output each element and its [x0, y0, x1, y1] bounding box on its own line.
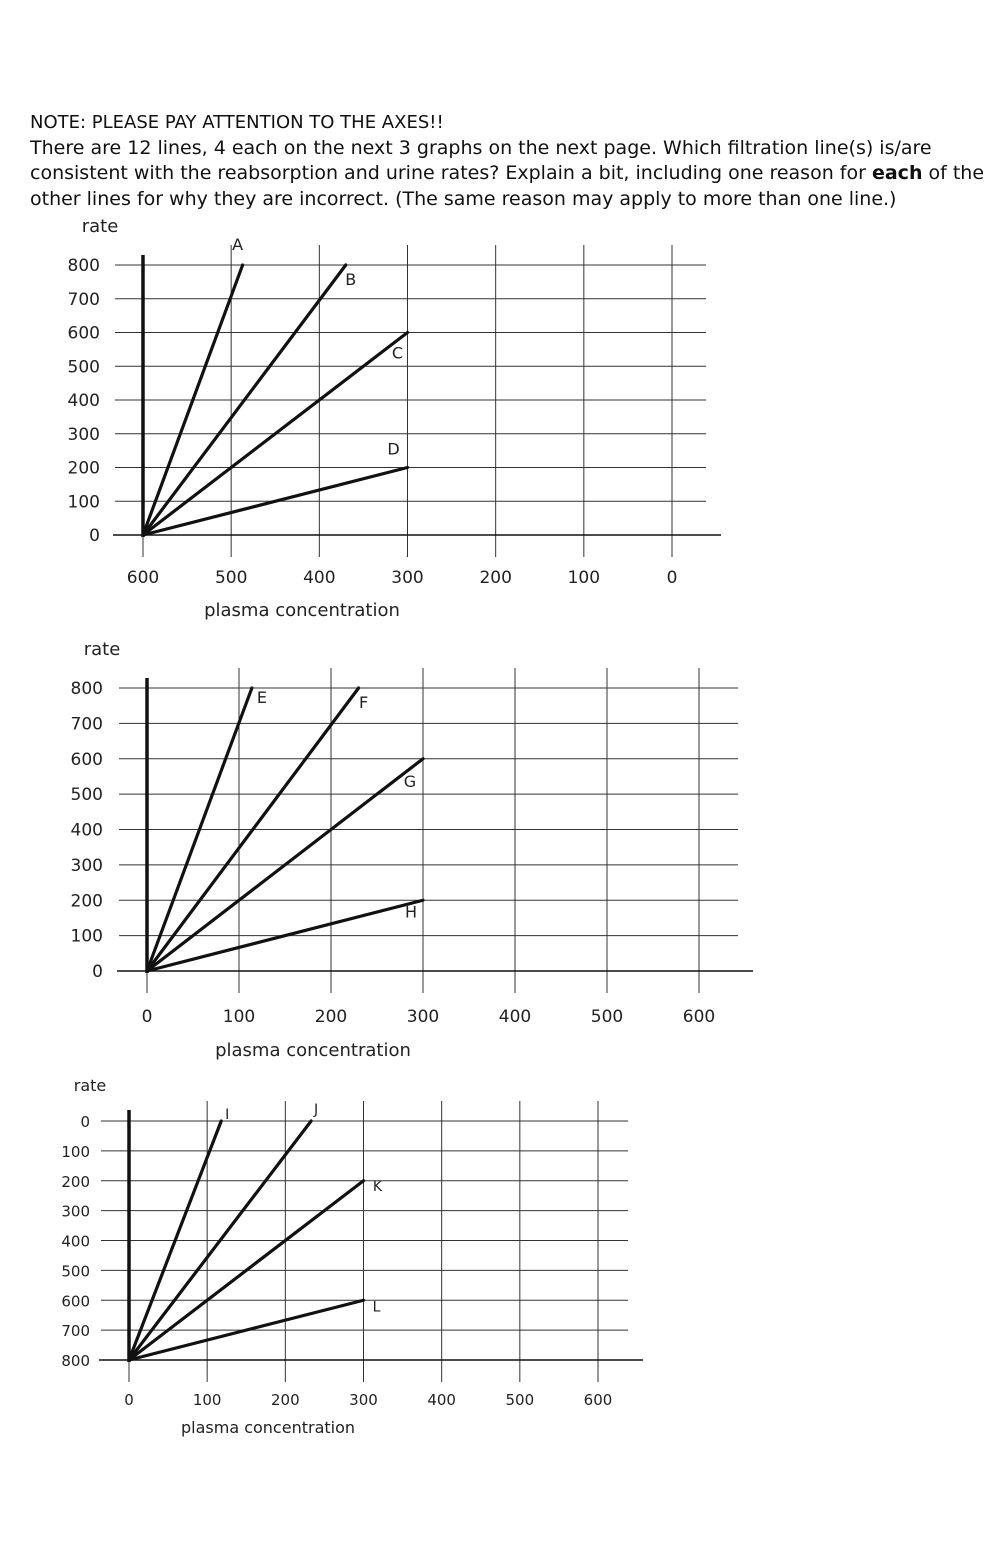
y-tick-label: 400: [68, 391, 100, 411]
x-tick-label: 0: [667, 568, 678, 588]
series-line-i: [127, 1119, 223, 1362]
y-tick-label: 500: [71, 785, 103, 805]
series-line-k: [127, 1179, 366, 1362]
y-tick-label: 300: [68, 425, 100, 445]
y-tick-label: 200: [68, 459, 100, 479]
y-tick-label: 0: [92, 962, 103, 982]
series-label-a: A: [232, 235, 243, 254]
y-tick-label: 600: [71, 750, 103, 770]
y-tick-label: 0: [80, 1113, 90, 1131]
y-tick-label: 100: [61, 1143, 90, 1161]
y-tick-label: 0: [89, 526, 100, 546]
series-label-h: H: [405, 902, 417, 921]
series-line-d: [141, 465, 410, 537]
x-tick-label: 200: [315, 1007, 347, 1027]
x-tick-label: 600: [584, 1391, 613, 1409]
x-tick-label: 500: [506, 1391, 535, 1409]
x-tick-label: 0: [124, 1391, 134, 1409]
series-line-j: [127, 1119, 313, 1362]
x-axis-label: plasma concentration: [215, 1040, 411, 1061]
y-tick-label: 200: [61, 1173, 90, 1191]
instructions: NOTE: PLEASE PAY ATTENTION TO THE AXES!!…: [30, 110, 995, 212]
x-tick-label: 300: [391, 568, 423, 588]
x-axis-label: plasma concentration: [204, 600, 400, 621]
y-tick-label: 300: [61, 1203, 90, 1221]
series-label-j: J: [313, 1102, 318, 1118]
series-line-b: [141, 263, 348, 537]
question-text-start: There are 12 lines, 4 each on the next 3…: [30, 136, 932, 185]
x-tick-label: 400: [499, 1007, 531, 1027]
y-tick-label: 100: [68, 492, 100, 512]
series-line-l: [127, 1298, 366, 1362]
series-line-e: [145, 686, 254, 973]
y-tick-label: 300: [71, 856, 103, 876]
question-text-end: of the other lines for why they are inco…: [30, 162, 985, 210]
x-tick-label: 200: [271, 1391, 300, 1409]
x-tick-label: 100: [568, 568, 600, 588]
x-tick-label: 100: [223, 1007, 255, 1027]
y-axis-label: rate: [82, 216, 119, 237]
y-tick-label: 200: [71, 891, 103, 911]
y-axis-label: rate: [84, 639, 121, 660]
x-tick-label: 600: [683, 1007, 715, 1027]
x-tick-label: 500: [215, 568, 247, 588]
x-tick-label: 200: [479, 568, 511, 588]
x-tick-label: 500: [591, 1007, 623, 1027]
x-tick-label: 400: [303, 568, 335, 588]
series-line-a: [141, 263, 245, 537]
y-tick-label: 800: [71, 679, 103, 699]
y-tick-label: 400: [61, 1233, 90, 1251]
y-tick-label: 800: [61, 1352, 90, 1370]
series-line-f: [145, 686, 361, 973]
y-tick-label: 700: [61, 1322, 90, 1340]
x-tick-label: 0: [142, 1007, 153, 1027]
series-label-e: E: [257, 688, 267, 707]
series-label-c: C: [392, 344, 403, 363]
x-tick-label: 300: [349, 1391, 378, 1409]
x-tick-label: 300: [407, 1007, 439, 1027]
note-heading: NOTE: PLEASE PAY ATTENTION TO THE AXES!!: [30, 112, 444, 133]
series-label-l: L: [373, 1299, 381, 1315]
question-text-bold: each: [871, 162, 923, 184]
y-tick-label: 500: [68, 357, 100, 377]
question-text: There are 12 lines, 4 each on the next 3…: [30, 136, 995, 213]
y-tick-label: 700: [71, 714, 103, 734]
series-label-f: F: [359, 693, 368, 712]
series-label-d: D: [387, 440, 399, 459]
series-label-g: G: [404, 772, 416, 791]
series-label-b: B: [345, 270, 356, 289]
y-tick-label: 800: [68, 256, 100, 276]
x-axis-label: plasma concentration: [181, 1418, 355, 1437]
y-tick-label: 600: [61, 1292, 90, 1310]
x-tick-label: 400: [427, 1391, 456, 1409]
series-line-g: [145, 757, 425, 973]
series-line-h: [145, 898, 425, 973]
x-tick-label: 600: [127, 568, 159, 588]
y-axis-label: rate: [74, 1076, 107, 1095]
series-label-i: I: [225, 1107, 229, 1123]
series-line-c: [141, 330, 410, 537]
y-tick-label: 100: [71, 927, 103, 947]
y-tick-label: 500: [61, 1262, 90, 1280]
y-tick-label: 600: [68, 324, 100, 344]
y-tick-label: 400: [71, 821, 103, 841]
x-tick-label: 100: [193, 1391, 222, 1409]
y-tick-label: 700: [68, 290, 100, 310]
series-label-k: K: [373, 1179, 383, 1195]
